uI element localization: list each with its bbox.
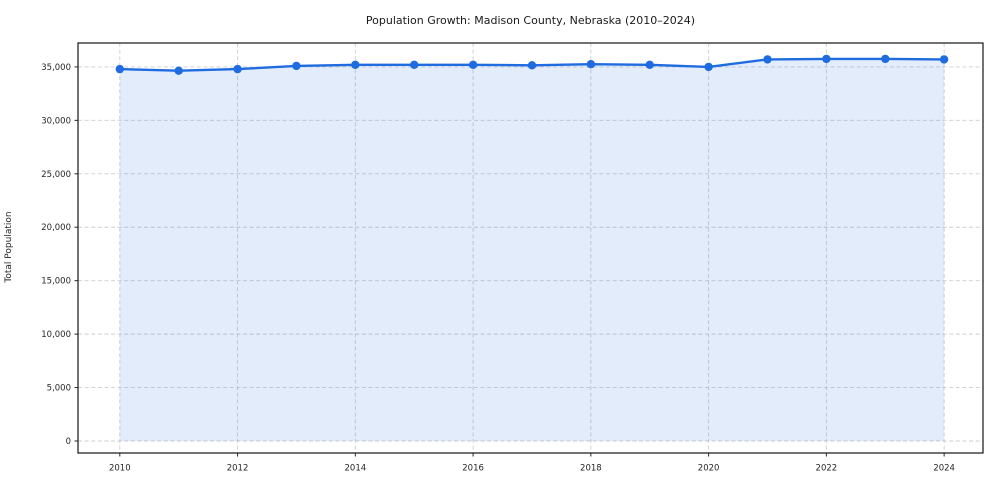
y-axis-label: Total Population bbox=[4, 211, 14, 283]
x-tick-label: 2022 bbox=[816, 464, 838, 474]
y-tick-label: 35,000 bbox=[41, 63, 71, 73]
data-point bbox=[351, 60, 360, 69]
data-point bbox=[174, 66, 183, 75]
x-tick-label: 2016 bbox=[462, 464, 484, 474]
y-tick-label: 20,000 bbox=[41, 223, 71, 233]
data-point bbox=[763, 55, 772, 64]
plot-border bbox=[77, 42, 984, 454]
chart-title: Population Growth: Madison County, Nebra… bbox=[365, 14, 696, 27]
plot-background bbox=[78, 43, 983, 453]
data-point bbox=[527, 61, 537, 70]
data-point bbox=[939, 55, 949, 64]
x-tick-label: 2014 bbox=[345, 464, 367, 474]
y-tick-label: 5,000 bbox=[47, 384, 71, 394]
data-point bbox=[586, 59, 596, 69]
y-tick-label: 30,000 bbox=[41, 116, 71, 126]
y-tick-label: 25,000 bbox=[41, 170, 71, 180]
data-point bbox=[704, 62, 713, 72]
data-point bbox=[233, 64, 242, 74]
area-fill bbox=[119, 58, 945, 442]
y-tick-label: 10,000 bbox=[41, 330, 71, 340]
data-point bbox=[410, 60, 419, 69]
data-point bbox=[115, 64, 125, 74]
x-tick-label: 2010 bbox=[109, 464, 131, 474]
x-tick-label: 2018 bbox=[580, 464, 602, 474]
y-tick-label: 0 bbox=[66, 437, 71, 447]
x-tick-label: 2020 bbox=[698, 464, 720, 474]
y-tick-label: 15,000 bbox=[41, 277, 71, 287]
x-tick-label: 2012 bbox=[227, 464, 249, 474]
data-point bbox=[822, 54, 831, 64]
data-point bbox=[881, 54, 890, 64]
x-tick-label: 2024 bbox=[933, 464, 955, 474]
data-point bbox=[468, 60, 478, 69]
data-point bbox=[292, 61, 301, 71]
data-point bbox=[645, 60, 654, 69]
